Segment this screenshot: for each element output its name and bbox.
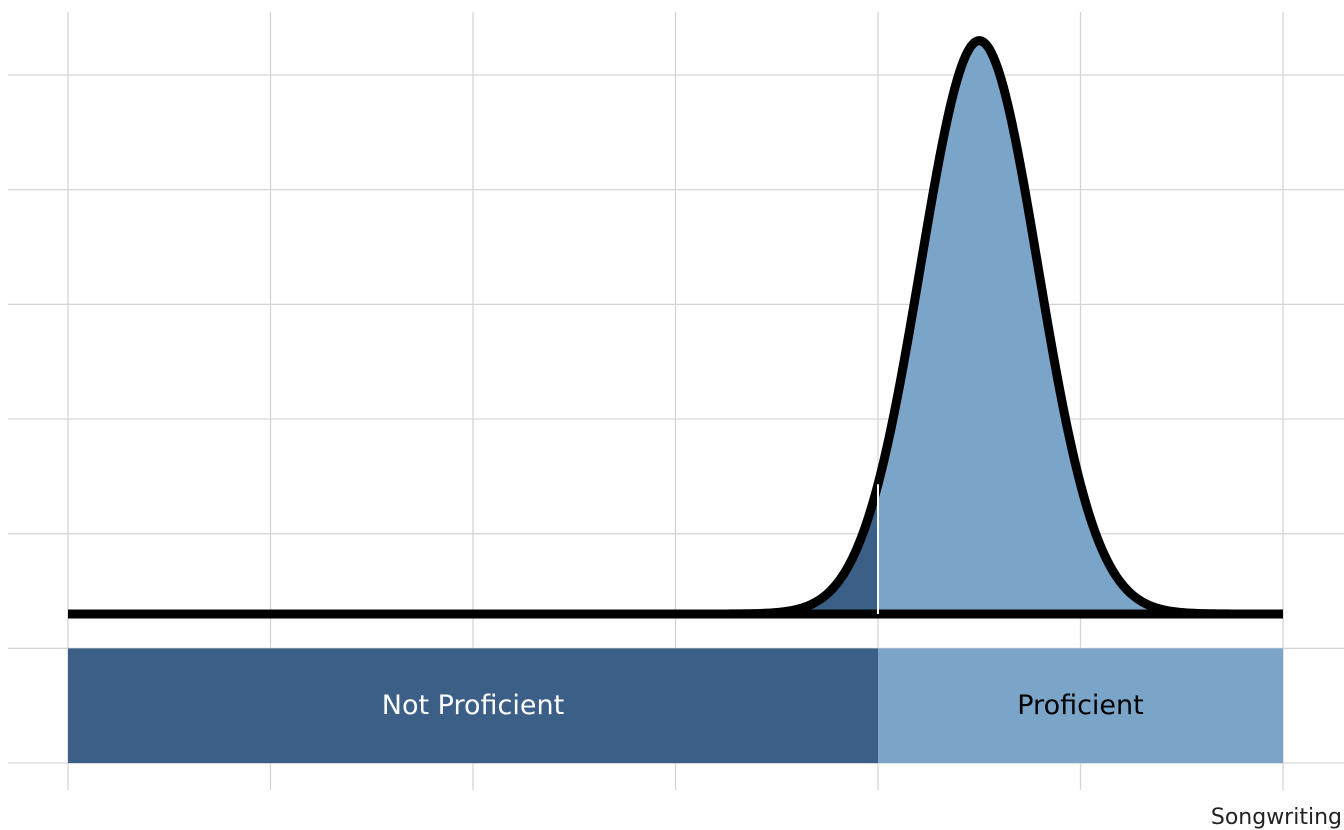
band-not_proficient — [68, 648, 878, 764]
proficiency-bands — [68, 648, 1283, 764]
band-label-not_proficient: Not Proficient — [382, 690, 564, 721]
band-labels: Not Proficient Proficient — [382, 690, 1144, 721]
density-curve — [65, 36, 1286, 619]
band-proficient — [878, 648, 1283, 764]
density-areas — [68, 40, 1283, 615]
band-label-proficient: Proficient — [1017, 690, 1144, 721]
grid — [8, 12, 1344, 790]
area-proficient — [878, 40, 1283, 615]
x-axis-title: Songwriting — [1211, 805, 1342, 830]
